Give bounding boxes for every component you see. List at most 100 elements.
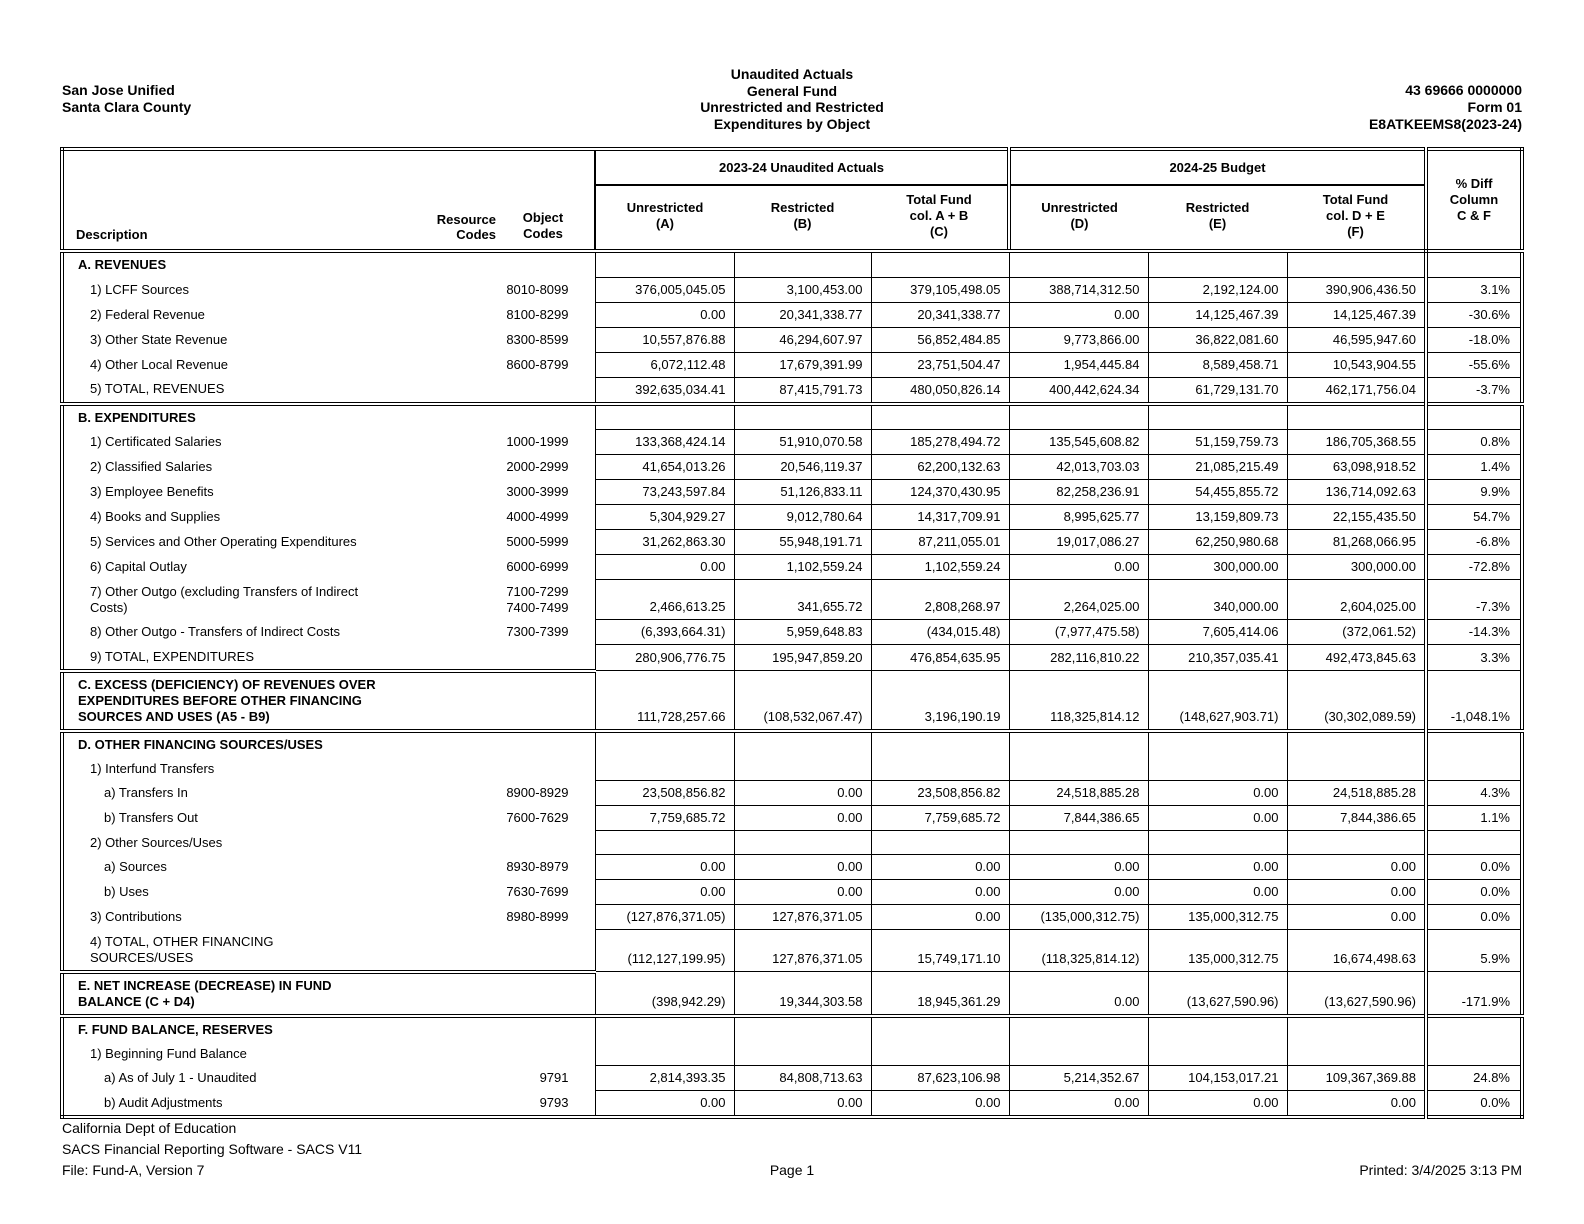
resource-codes-cell [402, 555, 500, 580]
value-cell: (13,627,590.96) [1286, 971, 1426, 1016]
row-label: a) As of July 1 - Unaudited [104, 1070, 257, 1085]
object-codes-cell: 9791 [539, 1070, 569, 1085]
table-row: 9) TOTAL, EXPENDITURES 280,906,776.75 195,… [62, 644, 1522, 671]
value-cell: 31,262,863.30 [594, 529, 734, 555]
value-cell: 111,728,257.66 [594, 670, 734, 731]
value-cell: 0.00 [733, 854, 871, 880]
resource-codes-cell [402, 781, 500, 806]
doc-title: Unaudited Actuals General Fund Unrestric… [442, 66, 1142, 133]
value-cell [733, 1041, 871, 1066]
resource-codes-cell [402, 480, 500, 505]
table-row: 5) TOTAL, REVENUES 392,635,034.41 87,415,7… [62, 376, 1522, 404]
value-cell: 51,126,833.11 [733, 479, 871, 505]
row-label: 4) TOTAL, OTHER FINANCING SOURCES/USES [90, 933, 274, 965]
value-cell: 46,294,607.97 [733, 326, 871, 353]
doc-version-id: E8ATKEEMS8(2023-24) [1368, 116, 1522, 132]
value-cell: 23,751,504.47 [870, 351, 1009, 378]
value-cell: 61,729,131.70 [1147, 376, 1287, 404]
value-cell: 127,876,371.05 [733, 929, 871, 972]
value-cell: 0.00 [1286, 1090, 1426, 1118]
value-cell [1008, 728, 1148, 757]
object-codes-cell [500, 377, 595, 404]
value-cell [733, 756, 871, 781]
value-cell [733, 401, 871, 430]
value-cell: 0.00 [1008, 301, 1148, 328]
value-cell: 280,906,776.75 [594, 644, 734, 671]
value-cell: 2,814,393.35 [594, 1065, 734, 1091]
table-row: b) Transfers Out 7600-7629 7,759,685.72 0.0… [62, 805, 1522, 831]
table-row: 1) LCFF Sources 8010-8099 376,005,045.05 3,… [62, 276, 1522, 303]
value-cell [1008, 1013, 1148, 1042]
value-cell [1286, 1041, 1426, 1066]
value-cell [1286, 251, 1426, 277]
resource-codes-cell [402, 880, 500, 905]
pct-diff-cell: -30.6% [1424, 301, 1522, 328]
value-cell: 392,635,034.41 [594, 376, 734, 404]
value-cell: (6,393,664.31) [594, 619, 734, 645]
row-label: 6) Capital Outlay [90, 559, 187, 574]
resource-codes-cell [402, 401, 500, 430]
value-cell: 87,211,055.01 [870, 529, 1009, 555]
pct-diff-cell: 0.8% [1424, 429, 1522, 455]
value-cell: 62,200,132.63 [870, 454, 1009, 480]
value-cell [1147, 756, 1287, 781]
value-cell [870, 1041, 1009, 1066]
pct-diff-cell: 5.9% [1424, 929, 1522, 972]
table-row: 3) Employee Benefits 3000-3999 73,243,597.… [62, 479, 1522, 505]
resource-codes-cell [402, 806, 500, 831]
value-cell: 23,508,856.82 [594, 780, 734, 806]
value-cell: 55,948,191.71 [733, 529, 871, 555]
object-codes-cell: 3000-3999 [506, 484, 569, 499]
value-cell: 104,153,017.21 [1147, 1065, 1287, 1091]
resource-codes-cell [402, 455, 500, 480]
value-cell: 400,442,624.34 [1008, 376, 1148, 404]
object-codes-cell: 8100-8299 [506, 306, 569, 322]
doc-title-line: General Fund [746, 82, 838, 99]
value-cell: 376,005,045.05 [594, 276, 734, 303]
value-cell: 6,072,112.48 [594, 351, 734, 378]
value-cell: 109,367,369.88 [1286, 1065, 1426, 1091]
value-cell [594, 756, 734, 781]
value-cell: 0.00 [733, 879, 871, 905]
value-cell: 282,116,810.22 [1008, 644, 1148, 671]
resource-codes-cell [402, 930, 500, 972]
page-number: Page 1 [769, 1162, 815, 1178]
row-label: A. REVENUES [78, 257, 167, 272]
value-cell: 2,192,124.00 [1147, 276, 1287, 303]
value-cell: 8,995,625.77 [1008, 504, 1148, 530]
resource-codes-cell [402, 277, 500, 302]
resource-codes-cell [402, 580, 500, 620]
value-cell: 0.00 [1147, 1090, 1287, 1118]
pct-diff-cell [1424, 728, 1522, 757]
resource-codes-cell [402, 831, 500, 855]
value-cell: 0.00 [1147, 854, 1287, 880]
value-cell: 1,102,559.24 [733, 554, 871, 580]
value-cell: 2,604,025.00 [1286, 579, 1426, 620]
pct-diff-cell: -6.8% [1424, 529, 1522, 555]
value-cell: 2,808,268.97 [870, 579, 1009, 620]
table-row: A. REVENUES [62, 251, 1522, 277]
value-cell: 63,098,918.52 [1286, 454, 1426, 480]
pct-diff-cell [1424, 1013, 1522, 1042]
value-cell: 7,844,386.65 [1286, 805, 1426, 831]
resource-codes-cell [402, 352, 500, 377]
table-row: E. NET INCREASE (DECREASE) IN FUND BALAN… [62, 969, 1522, 1016]
pct-diff-cell: 54.7% [1424, 504, 1522, 530]
table-row: a) As of July 1 - Unaudited 9791 2,814,393… [62, 1065, 1522, 1091]
footer-line: File: Fund-A, Version 7 [62, 1162, 205, 1178]
value-cell: 185,278,494.72 [870, 429, 1009, 455]
value-cell: 135,000,312.75 [1147, 904, 1287, 930]
value-cell: 492,473,845.63 [1286, 644, 1426, 671]
resource-codes-cell [402, 251, 500, 277]
doc-header: San Jose Unified Santa Clara County Unau… [0, 0, 1584, 133]
value-cell: 9,012,780.64 [733, 504, 871, 530]
value-cell [733, 830, 871, 855]
value-cell: 7,844,386.65 [1008, 805, 1148, 831]
value-cell: 17,679,391.99 [733, 351, 871, 378]
col-header-restricted-b: Restricted (B) [734, 185, 871, 253]
row-label: 9) TOTAL, EXPENDITURES [90, 648, 254, 664]
agency-block: San Jose Unified Santa Clara County [62, 82, 442, 133]
pct-diff-cell: -14.3% [1424, 619, 1522, 645]
value-cell: 2,264,025.00 [1008, 579, 1148, 620]
value-cell: 7,759,685.72 [594, 805, 734, 831]
